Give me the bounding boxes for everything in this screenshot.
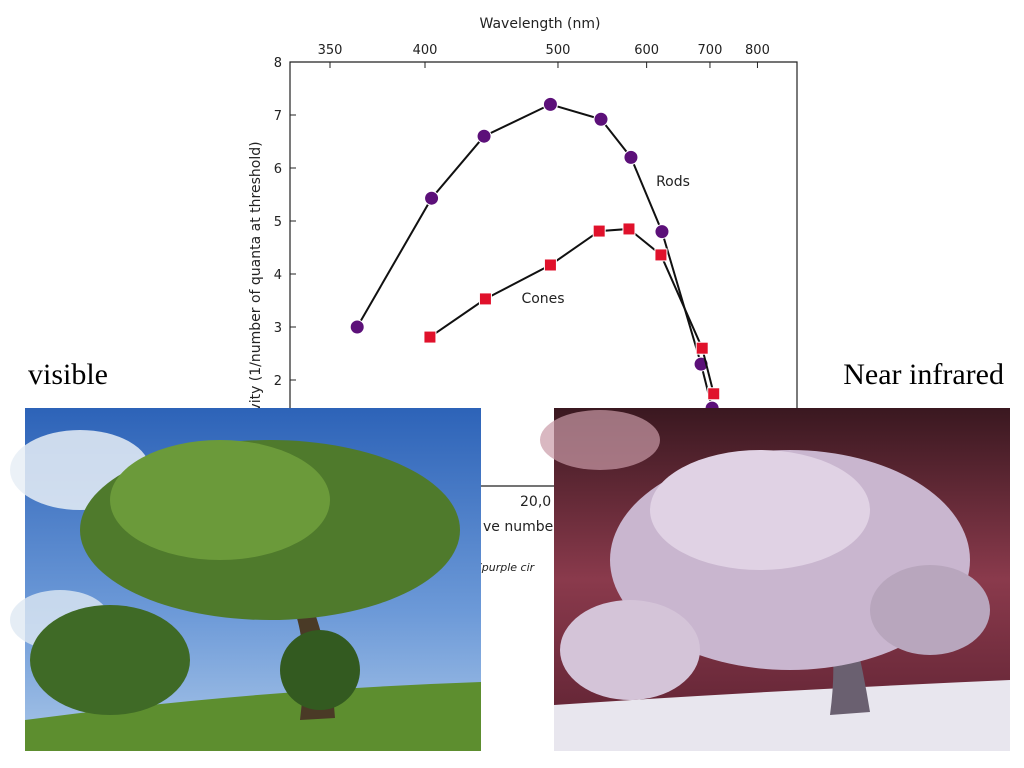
marker	[424, 190, 440, 206]
marker	[654, 224, 670, 240]
y-tick-label: 8	[274, 56, 282, 71]
marker	[478, 292, 492, 306]
series-label: Rods	[656, 174, 690, 190]
x-axis-title: Wavelength (nm)	[480, 16, 601, 32]
x-tick-label: 800	[745, 43, 770, 58]
text-fragment: n (purple cir	[467, 561, 536, 574]
photo-near-infrared	[540, 408, 1010, 751]
series-label: Cones	[521, 291, 564, 307]
y-tick-label: 4	[274, 268, 282, 283]
y-tick-label: 7	[274, 109, 282, 124]
marker	[707, 387, 721, 401]
y-axis-title: e sensitivity (1/number of quanta at thr…	[248, 141, 264, 470]
text-fragment: 20,0	[520, 494, 551, 510]
marker	[695, 341, 709, 355]
x-tick-label: 700	[698, 43, 723, 58]
marker	[622, 222, 636, 236]
x-tick-label: 350	[318, 43, 343, 58]
caption-right: Near infrared	[843, 358, 1004, 391]
caption-left: visible	[28, 358, 108, 391]
y-tick-label: 5	[274, 215, 282, 230]
marker	[543, 258, 557, 272]
series-line	[429, 227, 715, 395]
y-tick-label: 6	[274, 162, 282, 177]
x-tick-label: 500	[546, 43, 571, 58]
marker	[654, 248, 668, 262]
marker	[542, 96, 558, 112]
plot-area: 350 400 500 600 700 800 2 3 4 5 6 7 8 Rods Cones	[274, 43, 798, 486]
x-tick-label: 400	[413, 43, 438, 58]
marker	[623, 149, 639, 165]
x-tick-label: 600	[634, 43, 659, 58]
photo-visible	[10, 408, 481, 751]
marker	[423, 330, 437, 344]
y-tick-label: 3	[274, 321, 282, 336]
y-tick-label: 2	[274, 374, 282, 389]
marker	[476, 128, 492, 144]
marker	[592, 224, 606, 238]
marker	[593, 111, 609, 127]
marker	[349, 319, 365, 335]
text-fragment: ve numbe	[483, 519, 553, 535]
